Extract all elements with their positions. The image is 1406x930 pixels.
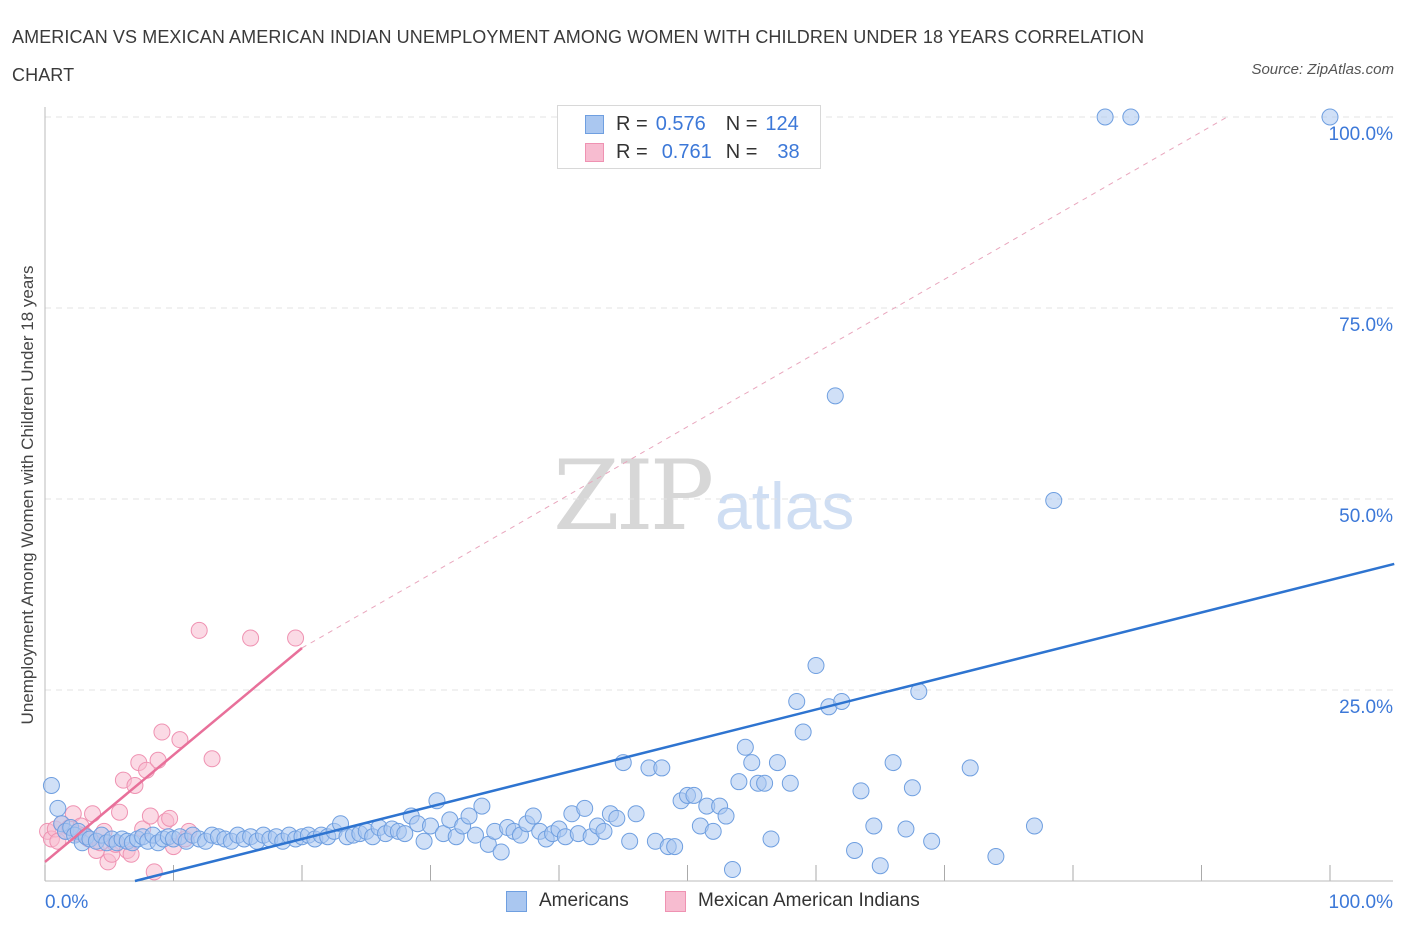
point-american <box>1321 108 1339 126</box>
point-american <box>422 817 439 835</box>
point-mexican-american-indian <box>242 629 260 647</box>
point-american <box>807 657 825 675</box>
n-value: 38 <box>777 140 800 163</box>
point-american <box>1025 817 1043 835</box>
point-mexican-american-indian <box>111 803 129 821</box>
point-american <box>1045 492 1063 510</box>
y-tick-label: 100.0% <box>1329 124 1394 145</box>
legend-item-americans: Americans <box>506 890 629 912</box>
correlation-legend: R = 0.576 N = 124 R = 0.761 N = 38 <box>557 105 821 169</box>
point-american <box>1122 108 1140 126</box>
point-american <box>723 861 741 879</box>
legend-row-mexican-american-indians: R = 0.761 N = 38 <box>585 139 800 165</box>
source-label: Source: ZipAtlas.com <box>1251 61 1394 78</box>
legend-item-mexican-american-indians: Mexican American Indians <box>665 890 920 912</box>
point-american <box>768 754 786 772</box>
point-american <box>524 807 542 825</box>
n-label: N = <box>725 112 758 135</box>
series-legend: Americans Mexican American Indians <box>0 887 1406 917</box>
point-american <box>788 692 806 710</box>
y-tick-label: 75.0% <box>1339 315 1393 336</box>
point-american <box>884 754 902 772</box>
point-american <box>903 779 921 797</box>
point-american <box>576 799 594 817</box>
point-american <box>415 832 433 850</box>
point-american <box>466 826 484 844</box>
x-tick-label: 100.0% <box>1329 892 1394 913</box>
y-tick-label: 50.0% <box>1339 506 1393 527</box>
r-label: R = <box>616 112 648 135</box>
point-american <box>1096 108 1114 126</box>
point-american <box>961 759 979 777</box>
point-american <box>42 777 60 794</box>
series-americans <box>42 108 1339 879</box>
point-american <box>987 848 1005 866</box>
point-american <box>704 822 722 840</box>
point-american <box>608 809 626 827</box>
r-value: 0.761 <box>661 140 712 163</box>
point-american <box>730 773 748 791</box>
point-american <box>852 782 870 800</box>
point-mexican-american-indian <box>171 731 189 749</box>
point-american <box>460 807 478 825</box>
y-tick-label: 25.0% <box>1339 697 1393 718</box>
point-american <box>492 843 510 861</box>
legend-row-americans: R = 0.576 N = 124 <box>585 111 799 137</box>
mexican-american-indians-swatch <box>585 142 604 162</box>
point-american <box>49 799 67 817</box>
point-mexican-american-indian <box>203 750 221 768</box>
trend-lines <box>44 562 1395 883</box>
point-american <box>846 841 864 859</box>
point-american <box>627 805 645 823</box>
n-value: 124 <box>765 112 799 135</box>
watermark-zip: ZIP <box>553 440 714 552</box>
point-american <box>666 838 684 856</box>
point-mexican-american-indian <box>161 809 179 827</box>
point-american <box>794 723 812 741</box>
point-american <box>595 822 613 840</box>
axes <box>44 107 1393 882</box>
r-value: 0.576 <box>655 112 706 135</box>
point-american <box>396 825 414 843</box>
reference-line <box>301 116 1228 649</box>
legend-label-americans: Americans <box>539 890 629 911</box>
chart-title: AMERICAN VS MEXICAN AMERICAN INDIAN UNEM… <box>12 27 1145 85</box>
point-american <box>473 797 491 815</box>
point-american <box>653 759 671 777</box>
point-mexican-american-indian <box>149 751 167 769</box>
point-american <box>621 832 639 850</box>
n-label: N = <box>725 140 758 163</box>
point-american <box>871 857 889 875</box>
point-mexican-american-indian <box>84 805 102 823</box>
americans-swatch <box>506 890 527 912</box>
point-american <box>743 754 761 772</box>
point-american <box>685 786 703 804</box>
point-mexican-american-indian <box>287 629 305 647</box>
point-american <box>762 830 780 848</box>
point-american <box>826 387 844 405</box>
mexican-american-indians-swatch <box>665 890 686 912</box>
watermark-atlas: atlas <box>715 469 855 543</box>
point-mexican-american-indian <box>141 807 159 825</box>
point-mexican-american-indian <box>153 723 171 741</box>
point-american <box>923 832 941 850</box>
point-american <box>736 738 754 756</box>
point-american <box>865 817 883 835</box>
r-label: R = <box>616 140 648 163</box>
point-american <box>717 807 735 825</box>
point-mexican-american-indian <box>190 621 208 639</box>
trend-line-americans <box>134 562 1395 883</box>
point-american <box>756 774 774 792</box>
grid-lines <box>45 116 1393 691</box>
reference-dashed-line <box>301 116 1228 649</box>
americans-swatch <box>585 114 604 134</box>
trend-line-mexican-american-indians <box>44 647 303 863</box>
point-american <box>897 820 915 838</box>
x-tick-label: 0.0% <box>45 892 88 913</box>
legend-label-mexican-american-indians: Mexican American Indians <box>698 890 920 911</box>
point-american <box>781 774 799 792</box>
tick-labels: 25.0% 50.0% 75.0% 100.0% 0.0% 100.0% <box>45 124 1393 913</box>
